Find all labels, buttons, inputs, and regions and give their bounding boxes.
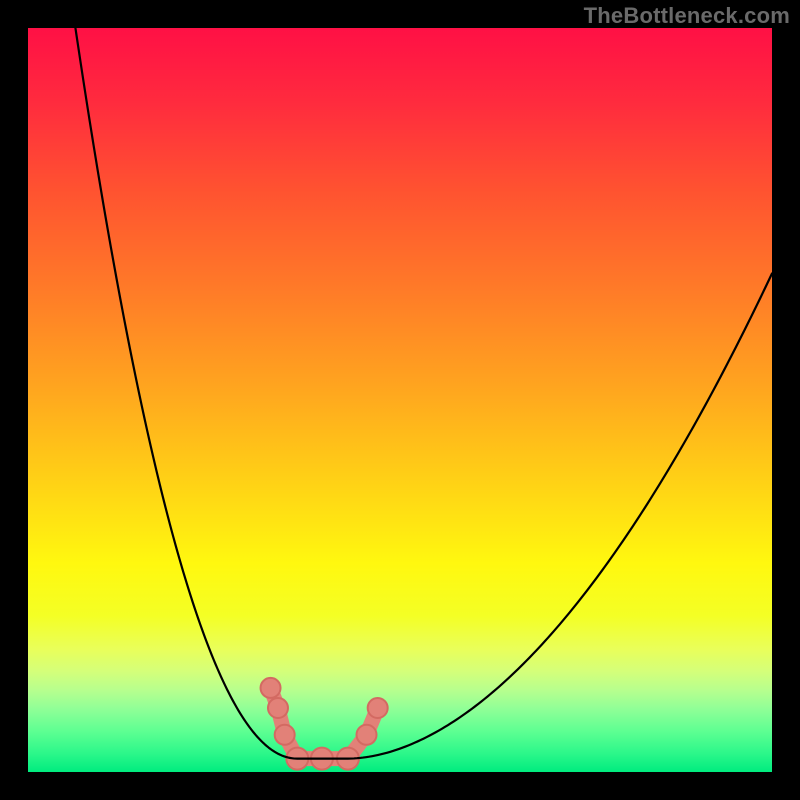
watermark-text: TheBottleneck.com [584,3,790,29]
marker-node-1 [268,698,288,718]
marker-node-2 [275,725,295,745]
bottleneck-curve-chart [0,0,800,800]
marker-node-0 [261,678,281,698]
marker-node-7 [368,698,388,718]
chart-frame: TheBottleneck.com [0,0,800,800]
marker-node-6 [357,725,377,745]
